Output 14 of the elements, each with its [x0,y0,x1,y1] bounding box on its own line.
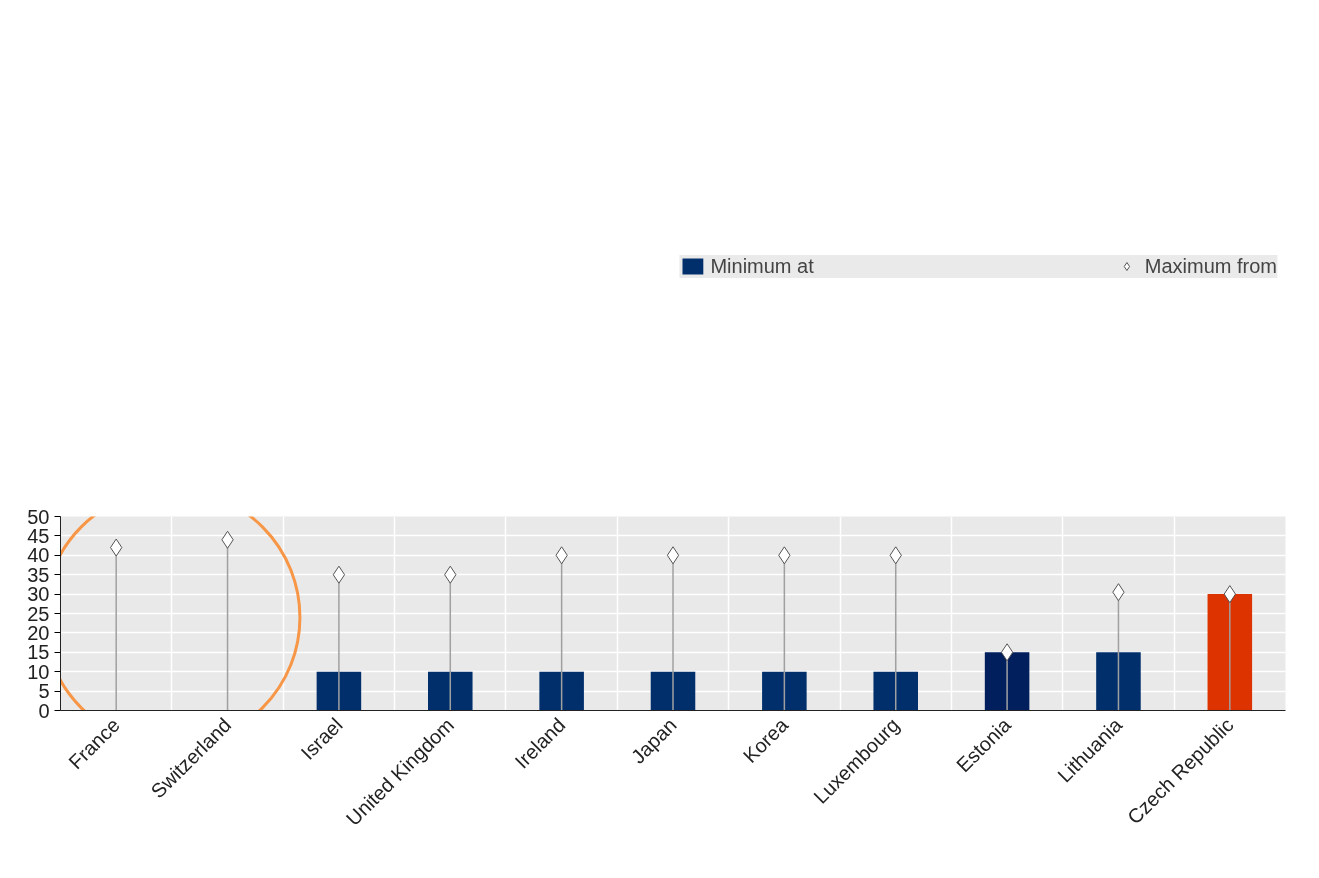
legend-label: Maximum from [1144,254,1277,278]
point [666,546,680,565]
bar [873,671,918,711]
point [332,565,346,584]
bar [428,671,473,711]
bar [984,652,1030,711]
bar [1096,652,1141,711]
bar [650,671,696,711]
point [1000,643,1014,662]
bar [1207,594,1253,711]
bar [762,671,807,711]
bar [539,671,584,711]
legend-label: Minimum at [710,254,814,278]
bar [316,671,362,711]
